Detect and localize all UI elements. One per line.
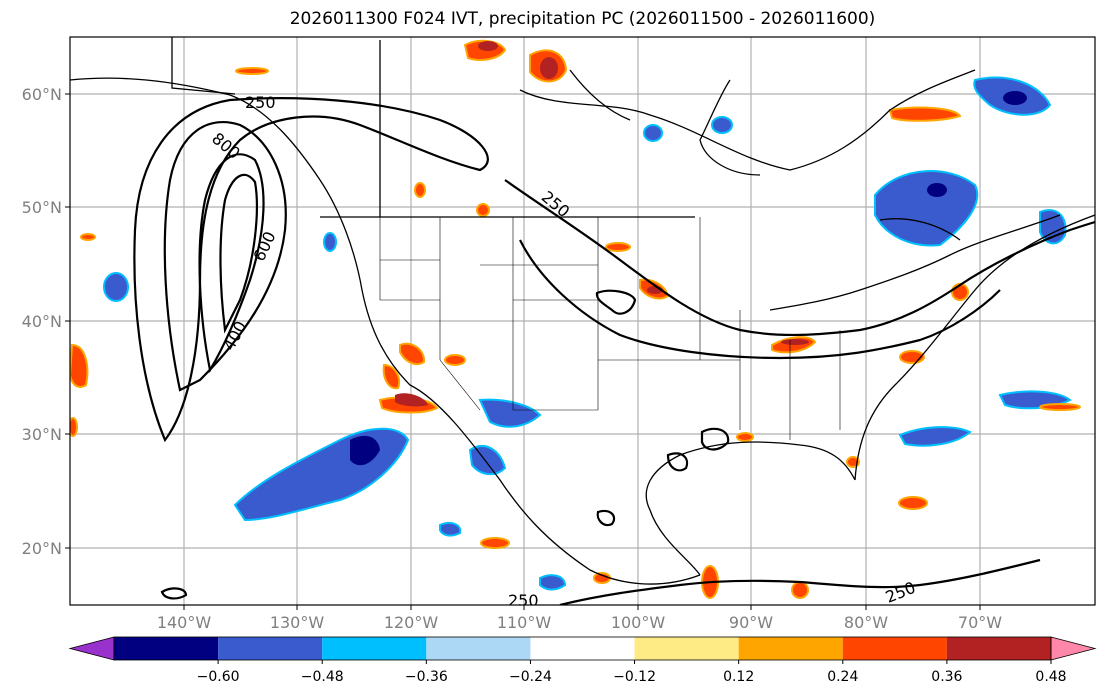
lat-label-20n: 20°N [22,539,62,558]
lon-label-120w: 120°W [384,613,439,632]
gridlines [70,37,1095,605]
coastlines-borders [70,37,1095,585]
lon-label-130w: 130°W [270,613,325,632]
colorbar-extension-min [68,636,115,661]
colorbar-segment [426,637,531,660]
colorbar-extension-max [1050,636,1097,661]
colorbar-segment [946,637,1051,660]
lon-label-110w: 110°W [497,613,552,632]
lon-label-140w: 140°W [157,613,212,632]
lon-label-70w: 70°W [958,613,1002,632]
colorbar-segment [218,637,323,660]
map-title: 2026011300 F024 IVT, precipitation PC (2… [289,9,876,29]
colorbar-segment [114,637,219,660]
colorbar-tick-label: 0.48 [1035,669,1066,685]
tick-marks [65,93,981,610]
contour-label-5: 250 [508,591,539,610]
colorbar-segment [842,637,947,660]
lat-label-40n: 40°N [22,312,62,331]
colorbar-tick-label: −0.36 [405,669,448,685]
lat-label-50n: 50°N [22,198,62,217]
ivt-precip-map: 250 800 600 400 250 250 250 60°N 50°N 40… [22,36,1096,632]
colorbar-tick-label: −0.12 [613,669,656,685]
colorbar-tick-label: 0.12 [723,669,754,685]
colorbar-tick-label: 0.36 [931,669,962,685]
precip-shading [70,39,1081,599]
contour-label-0: 250 [245,93,276,112]
colorbar-segment [530,637,635,660]
colorbar-segment [322,637,427,660]
colorbar-segments [68,636,1097,661]
colorbar-tick-label: −0.24 [509,669,552,685]
colorbar-ticks: −0.60 −0.48 −0.36 −0.24 −0.12 0.12 0.24 0.36 0.4… [197,660,1067,685]
state-borders [379,217,841,440]
lon-label-90w: 90°W [729,613,773,632]
latitude-labels: 60°N 50°N 40°N 30°N 20°N [22,85,62,558]
lat-label-30n: 30°N [22,425,62,444]
lat-label-60n: 60°N [22,85,62,104]
longitude-labels: 140°W 130°W 120°W 110°W 100°W 90°W 80°W … [157,613,1002,632]
ivt-contours [133,97,1095,605]
lon-label-80w: 80°W [844,613,888,632]
colorbar-tick-label: 0.24 [827,669,858,685]
colorbar-frame [113,636,1052,661]
colorbar-segment [634,637,739,660]
lon-label-100w: 100°W [611,613,666,632]
colorbar-segment [738,637,843,660]
colorbar-tick-label: −0.48 [301,669,344,685]
colorbar-tick-label: −0.60 [197,669,240,685]
